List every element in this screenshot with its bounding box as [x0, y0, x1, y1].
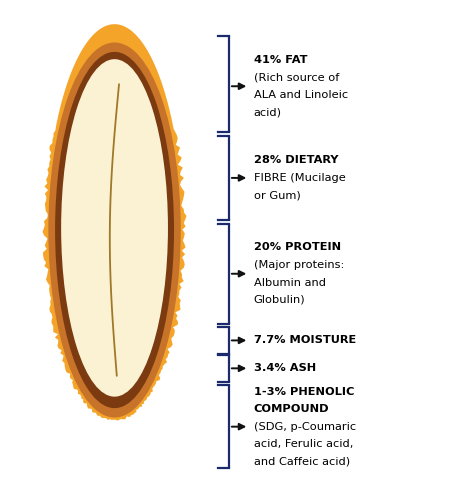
Text: (Rich source of: (Rich source of: [254, 72, 339, 83]
Text: COMPOUND: COMPOUND: [254, 404, 329, 414]
Text: 41% FAT: 41% FAT: [254, 55, 307, 65]
Text: 20% PROTEIN: 20% PROTEIN: [254, 242, 341, 252]
Text: (Major proteins:: (Major proteins:: [254, 260, 344, 270]
Text: (SDG, p-Coumaric: (SDG, p-Coumaric: [254, 422, 356, 432]
Ellipse shape: [49, 42, 181, 418]
Ellipse shape: [61, 59, 168, 396]
Text: and Caffeic acid): and Caffeic acid): [254, 456, 350, 466]
Text: 28% DIETARY: 28% DIETARY: [254, 156, 338, 166]
Text: FIBRE (Mucilage: FIBRE (Mucilage: [254, 173, 345, 183]
Text: Albumin and: Albumin and: [254, 278, 326, 287]
Text: 7.7% MOISTURE: 7.7% MOISTURE: [254, 336, 356, 345]
Text: acid, Ferulic acid,: acid, Ferulic acid,: [254, 439, 353, 449]
Text: ALA and Linoleic: ALA and Linoleic: [254, 90, 348, 100]
Ellipse shape: [55, 52, 174, 408]
Text: or Gum): or Gum): [254, 190, 300, 200]
Text: 1-3% PHENOLIC: 1-3% PHENOLIC: [254, 386, 354, 396]
Polygon shape: [43, 24, 186, 420]
Text: acid): acid): [254, 108, 282, 118]
Text: 3.4% ASH: 3.4% ASH: [254, 364, 316, 374]
Text: Globulin): Globulin): [254, 295, 305, 305]
